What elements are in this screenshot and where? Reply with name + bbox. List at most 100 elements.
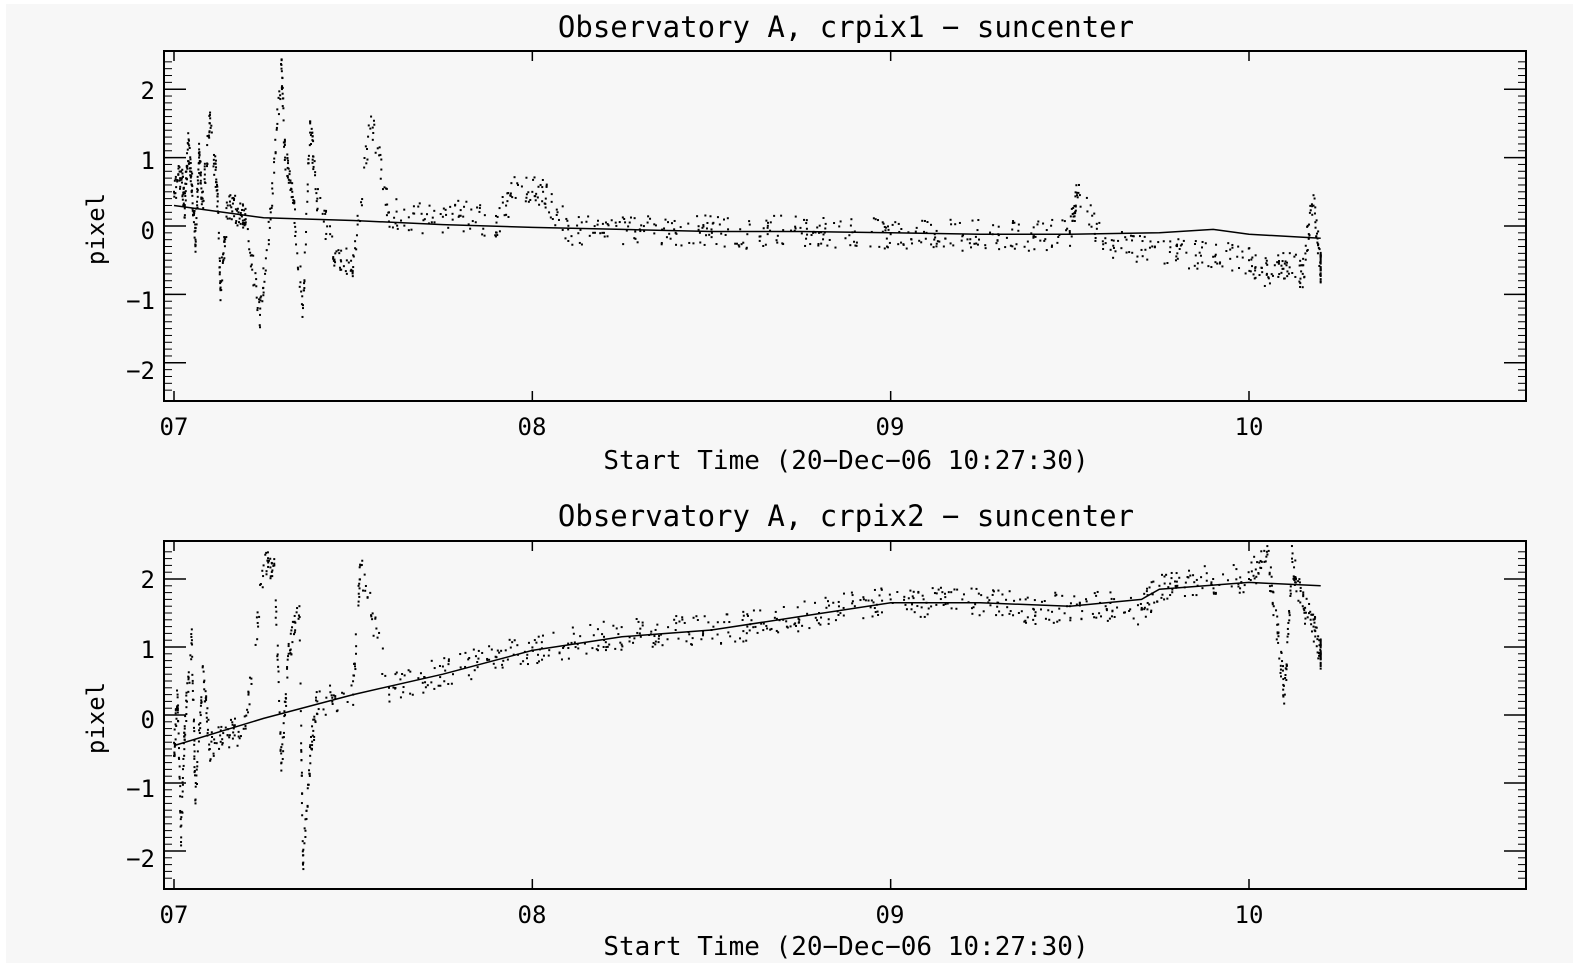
data-point xyxy=(526,653,529,656)
data-point xyxy=(199,179,202,182)
data-point xyxy=(228,217,231,220)
data-point xyxy=(1268,571,1271,574)
data-point xyxy=(193,750,196,753)
data-point xyxy=(535,192,538,195)
data-point xyxy=(209,111,212,114)
data-point xyxy=(533,639,536,642)
data-point xyxy=(280,86,283,89)
data-point xyxy=(793,623,796,626)
data-point xyxy=(1175,255,1178,258)
data-point xyxy=(324,212,327,215)
data-point xyxy=(183,738,186,741)
data-point xyxy=(495,221,498,224)
data-point xyxy=(976,243,979,246)
data-point xyxy=(1218,262,1221,265)
data-point xyxy=(968,242,971,245)
data-point xyxy=(1044,238,1047,241)
data-point xyxy=(357,584,360,587)
data-point xyxy=(276,108,279,111)
data-point xyxy=(1319,656,1322,659)
data-point xyxy=(1268,573,1271,576)
data-point xyxy=(257,625,260,628)
data-point xyxy=(1153,246,1156,249)
data-point xyxy=(1313,621,1316,624)
data-point xyxy=(1137,623,1140,626)
data-point xyxy=(189,156,192,159)
data-point xyxy=(363,573,366,576)
data-point xyxy=(296,607,299,610)
data-point xyxy=(604,649,607,652)
data-point xyxy=(250,677,253,680)
data-point xyxy=(223,236,226,239)
data-point xyxy=(922,598,925,601)
data-point xyxy=(723,245,726,248)
data-point xyxy=(653,223,656,226)
data-point xyxy=(1189,574,1192,577)
data-point xyxy=(1169,246,1172,249)
data-point xyxy=(709,215,712,218)
data-point xyxy=(200,197,203,200)
data-point xyxy=(199,704,202,707)
data-point xyxy=(1074,195,1077,198)
data-point xyxy=(1231,269,1234,272)
data-point xyxy=(1254,254,1257,257)
data-point xyxy=(1299,259,1302,262)
data-point xyxy=(244,223,247,226)
data-point xyxy=(1260,266,1263,269)
x-axis-label: Start Time (20−Dec−06 10:27:30) xyxy=(603,932,1088,962)
data-point xyxy=(212,752,215,755)
data-point xyxy=(186,152,189,155)
data-point xyxy=(237,735,240,738)
data-point xyxy=(231,737,234,740)
data-point xyxy=(1193,581,1196,584)
data-point xyxy=(279,98,282,101)
data-point xyxy=(180,810,183,813)
data-point xyxy=(1258,274,1261,277)
data-point xyxy=(911,603,914,606)
data-point xyxy=(595,648,598,651)
data-point xyxy=(247,691,250,694)
data-point xyxy=(273,562,276,565)
data-point xyxy=(195,774,198,777)
data-point xyxy=(212,162,215,165)
data-point xyxy=(1169,240,1172,243)
data-point xyxy=(1287,621,1290,624)
data-point xyxy=(668,232,671,235)
data-point xyxy=(283,138,286,141)
data-point xyxy=(828,604,831,607)
data-point xyxy=(302,868,305,871)
data-point xyxy=(308,769,311,772)
data-point xyxy=(817,622,820,625)
data-point xyxy=(904,603,907,606)
data-point xyxy=(723,621,726,624)
data-point xyxy=(186,164,189,167)
data-point xyxy=(542,654,545,657)
data-point xyxy=(234,208,237,211)
data-point xyxy=(457,199,460,202)
data-point xyxy=(870,599,873,602)
data-point xyxy=(855,241,858,244)
data-point xyxy=(371,138,374,141)
data-point xyxy=(824,227,827,230)
data-point xyxy=(742,640,745,643)
data-point xyxy=(1146,587,1149,590)
data-point xyxy=(326,225,329,228)
data-point xyxy=(483,214,486,217)
data-point xyxy=(639,230,642,233)
data-point xyxy=(1068,231,1071,234)
data-point xyxy=(198,729,201,732)
data-point xyxy=(305,212,308,215)
data-point xyxy=(935,592,938,595)
data-point xyxy=(1009,244,1012,247)
data-point xyxy=(223,257,226,260)
data-point xyxy=(375,627,378,630)
data-point xyxy=(311,161,314,164)
data-point xyxy=(850,591,853,594)
data-point xyxy=(303,842,306,845)
data-point xyxy=(949,218,952,221)
data-point xyxy=(603,231,605,234)
data-point xyxy=(1039,239,1042,242)
data-point xyxy=(214,155,217,158)
data-point xyxy=(437,684,440,687)
data-point xyxy=(191,172,194,175)
